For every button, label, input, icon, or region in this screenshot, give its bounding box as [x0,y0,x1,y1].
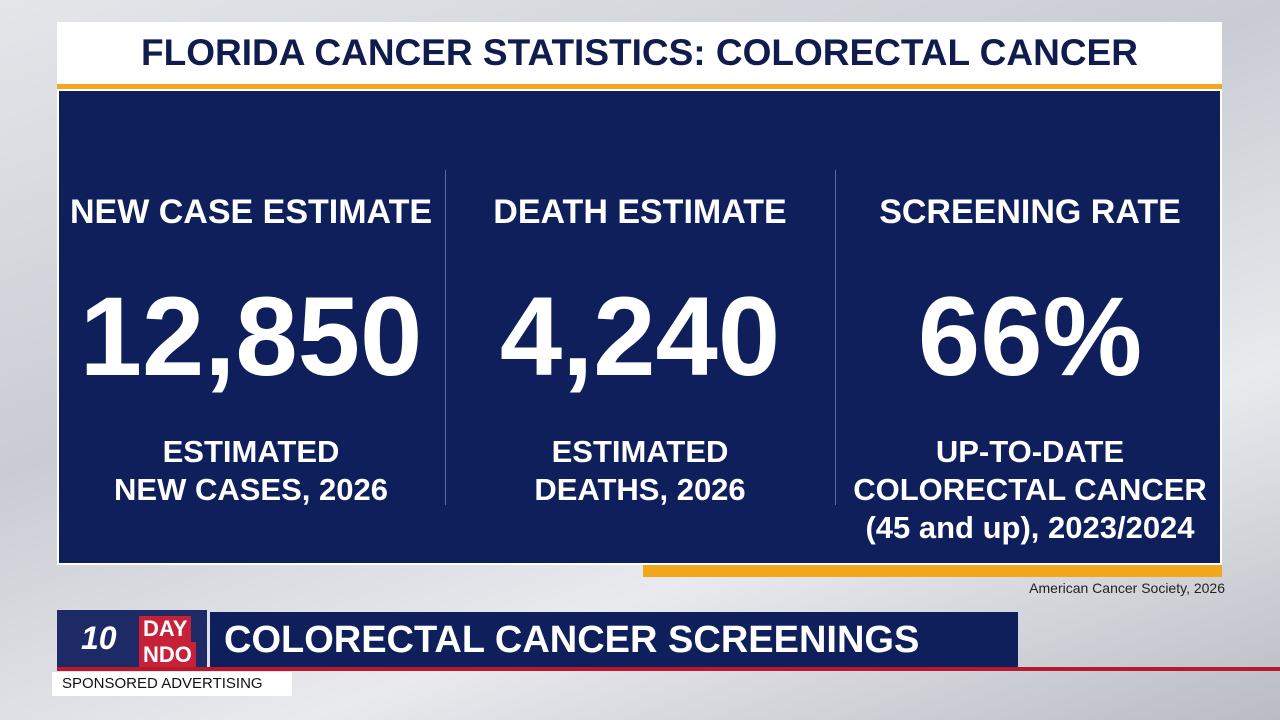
caption-line: ESTIMATED [162,434,340,469]
title-bar: FLORIDA CANCER STATISTICS: COLORECTAL CA… [57,22,1222,89]
stat-caption: ESTIMATED DEATHS, 2026 [446,433,834,509]
stat-value: 66% [917,274,1143,399]
caption-line: NEW CASES, 2026 [114,472,388,507]
logo-number: 10 [81,620,117,656]
accent-bar [643,565,1222,577]
divider [445,170,446,505]
caption-line: (45 and up), 2023/2024 [865,510,1195,545]
stat-heading: DEATH ESTIMATE [493,193,787,231]
station-logo: 10 DAY NDO [57,610,207,668]
stat-value: 12,850 [79,274,423,399]
logo-text: NDO [139,642,196,668]
stat-value: 4,240 [499,274,781,399]
source: American Cancer Society, 2026 [1029,580,1225,596]
title: FLORIDA CANCER STATISTICS: COLORECTAL CA… [141,32,1138,73]
stat-heading: NEW CASE ESTIMATE [69,193,433,231]
caption-line: COLORECTAL CANCER [853,472,1207,507]
stat-caption: ESTIMATED NEW CASES, 2026 [57,433,445,509]
stat-caption: UP-TO-DATE COLORECTAL CANCER (45 and up), … [836,433,1224,547]
caption-line: UP-TO-DATE [935,434,1125,469]
red-line [57,667,1280,671]
stat-column: DEATH ESTIMATE 4,240 ESTIMATED DEATHS, 20… [446,89,834,565]
caption-line: ESTIMATED [551,434,729,469]
caption-line: DEATHS, 2026 [534,472,746,507]
divider [835,170,836,505]
lower-third-title: COLORECTAL CANCER SCREENINGS [210,612,1018,668]
stat-column: SCREENING RATE 66% UP-TO-DATE COLORECTAL … [836,89,1224,565]
stat-column: NEW CASE ESTIMATE 12,850 ESTIMATED NEW CA… [57,89,445,565]
logo-text: DAY [139,616,192,642]
stat-heading: SCREENING RATE [879,193,1181,231]
sponsored-label: SPONSORED ADVERTISING [52,672,292,696]
stats-panel [57,89,1222,565]
